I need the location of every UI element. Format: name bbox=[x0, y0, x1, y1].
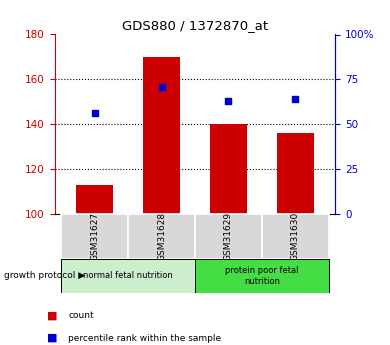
Bar bbox=[143, 57, 180, 214]
Text: percentile rank within the sample: percentile rank within the sample bbox=[68, 334, 222, 343]
Bar bbox=[210, 124, 247, 214]
Point bbox=[158, 84, 165, 89]
Bar bbox=[195, 259, 329, 293]
Text: ■: ■ bbox=[47, 311, 57, 321]
Title: GDS880 / 1372870_at: GDS880 / 1372870_at bbox=[122, 19, 268, 32]
Text: growth protocol ▶: growth protocol ▶ bbox=[4, 272, 85, 280]
Text: GSM31628: GSM31628 bbox=[157, 212, 166, 261]
Text: ■: ■ bbox=[47, 333, 57, 343]
Point bbox=[292, 96, 298, 102]
Text: GSM31629: GSM31629 bbox=[224, 212, 233, 261]
Bar bbox=[76, 185, 113, 214]
Text: GSM31630: GSM31630 bbox=[291, 212, 300, 261]
Point bbox=[92, 111, 98, 116]
Text: protein poor fetal
nutrition: protein poor fetal nutrition bbox=[225, 266, 299, 286]
Bar bbox=[262, 214, 329, 259]
Text: count: count bbox=[68, 311, 94, 320]
Bar bbox=[195, 214, 262, 259]
Bar bbox=[61, 259, 195, 293]
Text: normal fetal nutrition: normal fetal nutrition bbox=[83, 272, 173, 280]
Point bbox=[225, 98, 232, 104]
Bar bbox=[277, 133, 314, 214]
Text: GSM31627: GSM31627 bbox=[90, 212, 99, 261]
Bar bbox=[128, 214, 195, 259]
Bar bbox=[61, 214, 128, 259]
